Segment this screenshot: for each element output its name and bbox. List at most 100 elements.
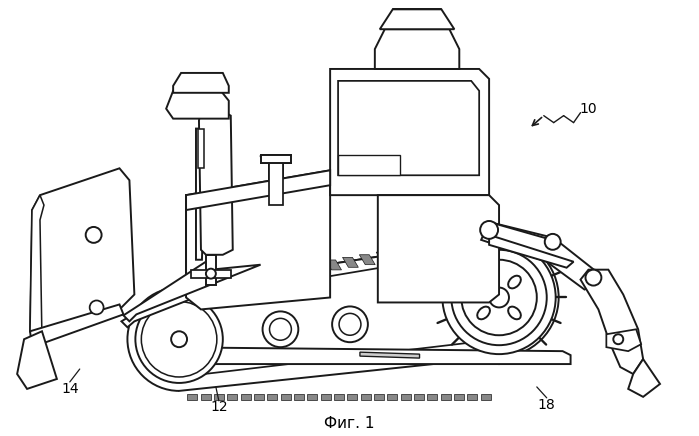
Polygon shape [606,329,641,351]
Polygon shape [30,168,134,344]
Polygon shape [17,331,57,389]
Text: 10: 10 [579,102,597,116]
Polygon shape [359,255,375,265]
Ellipse shape [508,307,521,319]
Polygon shape [376,252,392,262]
Polygon shape [294,394,304,400]
Polygon shape [360,352,419,358]
Polygon shape [361,394,370,400]
Polygon shape [191,281,207,291]
Polygon shape [347,394,357,400]
Polygon shape [122,268,256,327]
Circle shape [461,260,537,335]
Polygon shape [196,129,206,260]
Circle shape [480,221,498,239]
Polygon shape [461,239,476,249]
Polygon shape [208,278,224,288]
Circle shape [89,300,103,314]
Text: 20: 20 [45,300,63,314]
Circle shape [339,313,361,335]
Polygon shape [401,394,411,400]
Polygon shape [308,394,317,400]
Polygon shape [224,276,240,286]
Polygon shape [191,270,231,278]
Circle shape [586,270,601,286]
Polygon shape [393,249,409,259]
Polygon shape [275,268,291,278]
Polygon shape [292,265,308,275]
Polygon shape [214,394,224,400]
Polygon shape [338,155,400,175]
Polygon shape [30,304,124,347]
Polygon shape [628,359,660,397]
Circle shape [332,307,368,342]
Polygon shape [321,394,331,400]
Polygon shape [201,394,210,400]
Polygon shape [227,394,238,400]
Polygon shape [378,195,499,303]
Polygon shape [414,394,424,400]
Circle shape [263,311,298,347]
Circle shape [86,227,101,243]
Circle shape [270,318,291,340]
Polygon shape [309,262,324,272]
Polygon shape [261,155,291,164]
Circle shape [206,269,216,279]
Text: 16: 16 [222,250,240,264]
Polygon shape [198,129,204,168]
Polygon shape [489,222,556,248]
Circle shape [452,250,547,345]
Polygon shape [427,394,438,400]
Circle shape [136,296,223,383]
Polygon shape [481,222,596,290]
Polygon shape [580,270,643,374]
Polygon shape [387,394,397,400]
Circle shape [171,331,187,347]
Text: 18: 18 [538,398,556,412]
Polygon shape [206,255,216,285]
Polygon shape [241,273,257,283]
Polygon shape [124,260,261,321]
Polygon shape [481,394,491,400]
Polygon shape [330,69,489,195]
Polygon shape [375,29,459,69]
Circle shape [442,241,556,354]
Polygon shape [199,109,233,255]
Polygon shape [173,73,229,93]
Ellipse shape [508,276,521,288]
Circle shape [613,334,624,344]
Ellipse shape [477,276,490,288]
Text: Фиг. 1: Фиг. 1 [324,416,374,431]
Polygon shape [186,170,330,210]
Polygon shape [326,260,342,270]
Polygon shape [268,155,283,205]
Polygon shape [374,394,384,400]
Circle shape [489,288,509,307]
Polygon shape [166,91,229,119]
Polygon shape [468,394,477,400]
Ellipse shape [477,307,490,319]
Polygon shape [334,394,344,400]
Polygon shape [477,236,493,246]
Polygon shape [343,257,359,267]
Polygon shape [240,394,251,400]
Text: 12: 12 [210,400,228,414]
Polygon shape [454,394,464,400]
Polygon shape [254,394,264,400]
Polygon shape [179,238,499,296]
Polygon shape [489,235,574,268]
Polygon shape [444,242,459,252]
Circle shape [545,234,561,250]
Polygon shape [259,270,274,280]
Polygon shape [380,9,454,29]
Polygon shape [426,244,442,254]
Polygon shape [179,238,499,391]
Polygon shape [268,394,278,400]
Polygon shape [30,195,44,344]
Circle shape [141,301,217,377]
Polygon shape [187,394,197,400]
Polygon shape [281,394,291,400]
Polygon shape [186,170,330,310]
Polygon shape [410,247,426,257]
Polygon shape [441,394,451,400]
